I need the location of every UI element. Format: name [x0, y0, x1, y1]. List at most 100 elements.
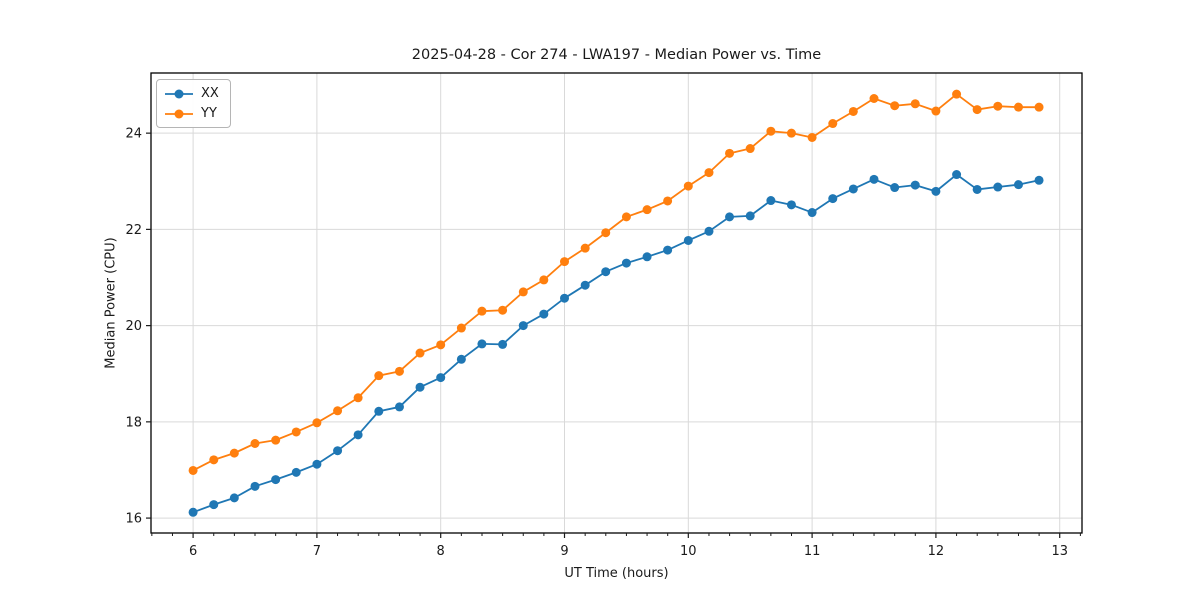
data-point-XX [910, 180, 920, 190]
data-point-YY [725, 148, 735, 158]
data-point-YY [560, 257, 570, 267]
series-line-YY [192, 93, 1040, 472]
data-point-XX [580, 280, 590, 290]
data-point-YY [621, 212, 631, 222]
data-point-XX [828, 194, 838, 204]
legend-label-YY: YY [201, 106, 217, 121]
data-point-YY [910, 99, 920, 109]
data-point-YY [539, 275, 549, 285]
x-tick-label: 12 [928, 544, 945, 559]
data-point-YY [848, 106, 858, 116]
data-point-XX [1013, 180, 1023, 190]
data-point-YY [291, 427, 301, 437]
data-point-YY [477, 306, 487, 316]
data-point-YY [188, 465, 198, 475]
data-point-YY [353, 393, 363, 403]
data-point-XX [1034, 175, 1044, 185]
data-point-YY [498, 305, 508, 315]
data-point-YY [683, 181, 693, 191]
data-point-YY [580, 243, 590, 253]
data-point-YY [229, 448, 239, 458]
data-point-YY [209, 455, 219, 465]
y-tick-label: 24 [125, 127, 142, 142]
x-tick-label: 13 [1051, 544, 1068, 559]
data-point-YY [518, 287, 528, 297]
legend-marker-YY [165, 109, 193, 118]
data-point-YY [250, 439, 260, 449]
x-tick-label: 7 [313, 544, 321, 559]
data-point-XX [333, 446, 343, 456]
data-point-YY [312, 418, 322, 428]
data-point-YY [931, 106, 941, 116]
data-point-YY [890, 101, 900, 111]
data-point-XX [456, 354, 466, 364]
data-point-XX [539, 309, 549, 319]
x-tick-label: 10 [680, 544, 697, 559]
data-point-XX [621, 258, 631, 268]
data-point-XX [869, 174, 879, 184]
data-point-XX [848, 184, 858, 194]
axes-spines [150, 72, 1083, 534]
data-point-YY [663, 196, 673, 206]
legend-circle-marker [174, 89, 184, 98]
data-point-YY [807, 132, 817, 142]
data-point-YY [1034, 102, 1044, 112]
data-point-XX [518, 321, 528, 331]
x-tick-label: 9 [560, 544, 568, 559]
data-point-XX [725, 212, 735, 222]
data-point-YY [952, 89, 962, 99]
legend-item-YY: YY [165, 105, 219, 122]
data-point-YY [828, 119, 838, 129]
y-tick-label: 18 [125, 415, 142, 430]
legend-item-XX: XX [165, 85, 219, 102]
data-point-XX [642, 252, 652, 262]
data-point-YY [436, 340, 446, 350]
data-point-XX [663, 245, 673, 255]
data-point-XX [415, 382, 425, 392]
data-point-XX [291, 467, 301, 477]
y-axis-label: Median Power (CPU) [103, 237, 119, 369]
data-point-YY [333, 406, 343, 416]
data-point-XX [972, 184, 982, 194]
chart-title: 2025-04-28 - Cor 274 - LWA197 - Median P… [411, 47, 822, 63]
data-point-YY [271, 435, 281, 445]
data-point-YY [745, 144, 755, 154]
data-point-XX [250, 481, 260, 491]
y-tick-label: 22 [125, 223, 142, 238]
data-point-YY [642, 205, 652, 215]
data-point-YY [869, 94, 879, 104]
data-point-YY [456, 323, 466, 333]
x-axis-label: UT Time (hours) [564, 566, 669, 581]
data-point-XX [374, 406, 384, 416]
data-point-XX [560, 293, 570, 303]
data-point-YY [786, 128, 796, 138]
data-point-YY [766, 126, 776, 136]
legend-circle-marker [174, 109, 184, 118]
legend-label-XX: XX [201, 86, 219, 101]
data-point-XX [931, 186, 941, 196]
legend-marker-XX [165, 89, 193, 98]
data-point-XX [188, 507, 198, 517]
data-point-YY [704, 168, 714, 178]
data-point-XX [993, 182, 1003, 192]
data-point-XX [353, 430, 363, 440]
data-point-XX [952, 170, 962, 180]
data-point-YY [415, 348, 425, 358]
data-point-YY [374, 371, 384, 381]
x-tick-label: 8 [437, 544, 445, 559]
data-point-YY [972, 105, 982, 115]
data-point-XX [890, 183, 900, 193]
data-point-XX [683, 235, 693, 245]
data-point-XX [271, 475, 281, 485]
data-point-XX [436, 373, 446, 383]
data-point-YY [394, 366, 404, 376]
data-point-XX [786, 200, 796, 210]
data-point-XX [394, 402, 404, 412]
data-point-XX [766, 196, 776, 206]
data-point-XX [209, 500, 219, 510]
data-point-XX [807, 208, 817, 218]
data-point-XX [477, 339, 487, 349]
data-point-XX [312, 459, 322, 469]
